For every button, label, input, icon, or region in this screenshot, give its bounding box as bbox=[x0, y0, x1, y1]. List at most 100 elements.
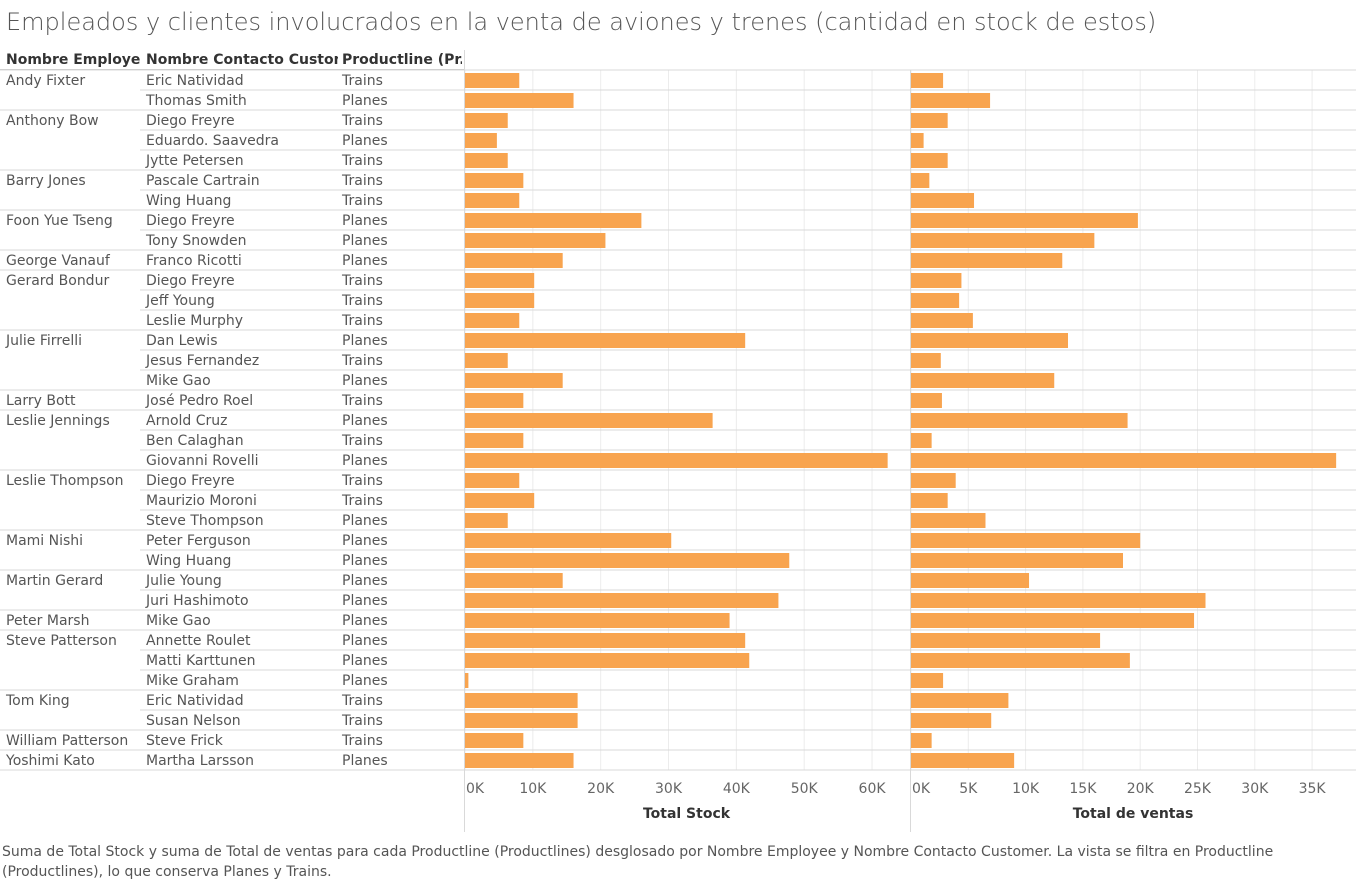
bar-stock[interactable] bbox=[465, 473, 520, 488]
bar-stock[interactable] bbox=[465, 173, 524, 188]
bar-stock[interactable] bbox=[465, 713, 578, 728]
bar-stock[interactable] bbox=[465, 493, 535, 508]
bar-ventas[interactable] bbox=[911, 593, 1206, 608]
contact-label[interactable]: Juri Hashimoto bbox=[145, 593, 249, 609]
productline-label[interactable]: Planes bbox=[342, 553, 388, 569]
bar-ventas[interactable] bbox=[911, 493, 948, 508]
bar-stock[interactable] bbox=[465, 113, 508, 128]
header-contact[interactable]: Nombre Contacto Custom.. bbox=[146, 52, 338, 68]
bar-ventas[interactable] bbox=[911, 453, 1337, 468]
employee-label[interactable]: Gerard Bondur bbox=[6, 273, 109, 289]
bar-ventas[interactable] bbox=[911, 253, 1063, 268]
bar-stock[interactable] bbox=[465, 673, 469, 688]
bar-ventas[interactable] bbox=[911, 733, 932, 748]
bar-stock[interactable] bbox=[465, 653, 750, 668]
bar-stock[interactable] bbox=[465, 733, 524, 748]
productline-label[interactable]: Trains bbox=[341, 493, 383, 509]
productline-label[interactable]: Trains bbox=[341, 473, 383, 489]
productline-label[interactable]: Trains bbox=[341, 153, 383, 169]
header-productline[interactable]: Productline (Pr.. bbox=[342, 52, 462, 68]
contact-label[interactable]: Eric Natividad bbox=[146, 73, 244, 89]
productline-label[interactable]: Planes bbox=[342, 413, 388, 429]
employee-label[interactable]: William Patterson bbox=[6, 733, 128, 749]
employee-label[interactable]: Leslie Jennings bbox=[6, 413, 110, 429]
productline-label[interactable]: Trains bbox=[341, 193, 383, 209]
bar-ventas[interactable] bbox=[911, 553, 1123, 568]
productline-label[interactable]: Trains bbox=[341, 393, 383, 409]
contact-label[interactable]: Diego Freyre bbox=[146, 473, 235, 489]
employee-label[interactable]: Andy Fixter bbox=[6, 73, 85, 89]
contact-label[interactable]: Matti Karttunen bbox=[146, 653, 255, 669]
contact-label[interactable]: Susan Nelson bbox=[146, 713, 241, 729]
bar-stock[interactable] bbox=[465, 613, 730, 628]
bar-stock[interactable] bbox=[465, 133, 497, 148]
bar-stock[interactable] bbox=[465, 273, 535, 288]
bar-ventas[interactable] bbox=[911, 533, 1141, 548]
bar-stock[interactable] bbox=[465, 573, 563, 588]
bar-ventas[interactable] bbox=[911, 93, 991, 108]
productline-label[interactable]: Planes bbox=[342, 133, 388, 149]
employee-label[interactable]: Martin Gerard bbox=[6, 573, 103, 589]
bar-stock[interactable] bbox=[465, 353, 508, 368]
bar-ventas[interactable] bbox=[911, 73, 944, 88]
bar-ventas[interactable] bbox=[911, 393, 942, 408]
bar-stock[interactable] bbox=[465, 533, 672, 548]
bar-stock[interactable] bbox=[465, 93, 574, 108]
productline-label[interactable]: Trains bbox=[341, 433, 383, 449]
bar-ventas[interactable] bbox=[911, 473, 956, 488]
productline-label[interactable]: Planes bbox=[342, 233, 388, 249]
contact-label[interactable]: Martha Larsson bbox=[146, 753, 254, 769]
contact-label[interactable]: Peter Ferguson bbox=[146, 533, 251, 549]
productline-label[interactable]: Planes bbox=[342, 593, 388, 609]
contact-label[interactable]: Mike Gao bbox=[146, 613, 211, 629]
employee-label[interactable]: Peter Marsh bbox=[6, 613, 89, 629]
productline-label[interactable]: Planes bbox=[342, 253, 388, 269]
bar-ventas[interactable] bbox=[911, 613, 1195, 628]
productline-label[interactable]: Trains bbox=[341, 113, 383, 129]
contact-label[interactable]: Jeff Young bbox=[145, 293, 215, 309]
contact-label[interactable]: Pascale Cartrain bbox=[146, 173, 260, 189]
bar-stock[interactable] bbox=[465, 633, 746, 648]
bar-ventas[interactable] bbox=[911, 133, 924, 148]
contact-label[interactable]: Eric Natividad bbox=[146, 693, 244, 709]
employee-label[interactable]: Yoshimi Kato bbox=[5, 753, 95, 769]
contact-label[interactable]: Eduardo. Saavedra bbox=[146, 133, 279, 149]
bar-stock[interactable] bbox=[465, 293, 535, 308]
bar-stock[interactable] bbox=[465, 513, 508, 528]
bar-stock[interactable] bbox=[465, 433, 524, 448]
bar-ventas[interactable] bbox=[911, 333, 1068, 348]
productline-label[interactable]: Trains bbox=[341, 73, 383, 89]
contact-label[interactable]: Franco Ricotti bbox=[146, 253, 242, 269]
bar-stock[interactable] bbox=[465, 553, 790, 568]
contact-label[interactable]: Jesus Fernandez bbox=[145, 353, 259, 369]
bar-ventas[interactable] bbox=[911, 213, 1138, 228]
bar-stock[interactable] bbox=[465, 253, 563, 268]
employee-label[interactable]: George Vanauf bbox=[6, 253, 111, 269]
contact-label[interactable]: Arnold Cruz bbox=[146, 413, 228, 429]
productline-label[interactable]: Planes bbox=[342, 533, 388, 549]
employee-label[interactable]: Barry Jones bbox=[6, 173, 86, 189]
contact-label[interactable]: Jytte Petersen bbox=[145, 153, 244, 169]
bar-stock[interactable] bbox=[465, 453, 888, 468]
bar-stock[interactable] bbox=[465, 393, 524, 408]
bar-ventas[interactable] bbox=[911, 513, 986, 528]
bar-stock[interactable] bbox=[465, 693, 578, 708]
bar-ventas[interactable] bbox=[911, 293, 960, 308]
employee-label[interactable]: Leslie Thompson bbox=[6, 473, 124, 489]
bar-stock[interactable] bbox=[465, 153, 508, 168]
employee-label[interactable]: Tom King bbox=[5, 693, 70, 709]
bar-ventas[interactable] bbox=[911, 353, 941, 368]
bar-ventas[interactable] bbox=[911, 713, 992, 728]
bar-stock[interactable] bbox=[465, 313, 520, 328]
productline-label[interactable]: Trains bbox=[341, 313, 383, 329]
contact-label[interactable]: Wing Huang bbox=[146, 193, 231, 209]
contact-label[interactable]: Steve Thompson bbox=[146, 513, 264, 529]
contact-label[interactable]: Tony Snowden bbox=[145, 233, 247, 249]
bar-ventas[interactable] bbox=[911, 693, 1009, 708]
productline-label[interactable]: Planes bbox=[342, 93, 388, 109]
productline-label[interactable]: Planes bbox=[342, 573, 388, 589]
bar-ventas[interactable] bbox=[911, 633, 1101, 648]
contact-label[interactable]: Annette Roulet bbox=[146, 633, 251, 649]
employee-label[interactable]: Larry Bott bbox=[6, 393, 76, 409]
header-employee[interactable]: Nombre Employee bbox=[6, 52, 140, 68]
